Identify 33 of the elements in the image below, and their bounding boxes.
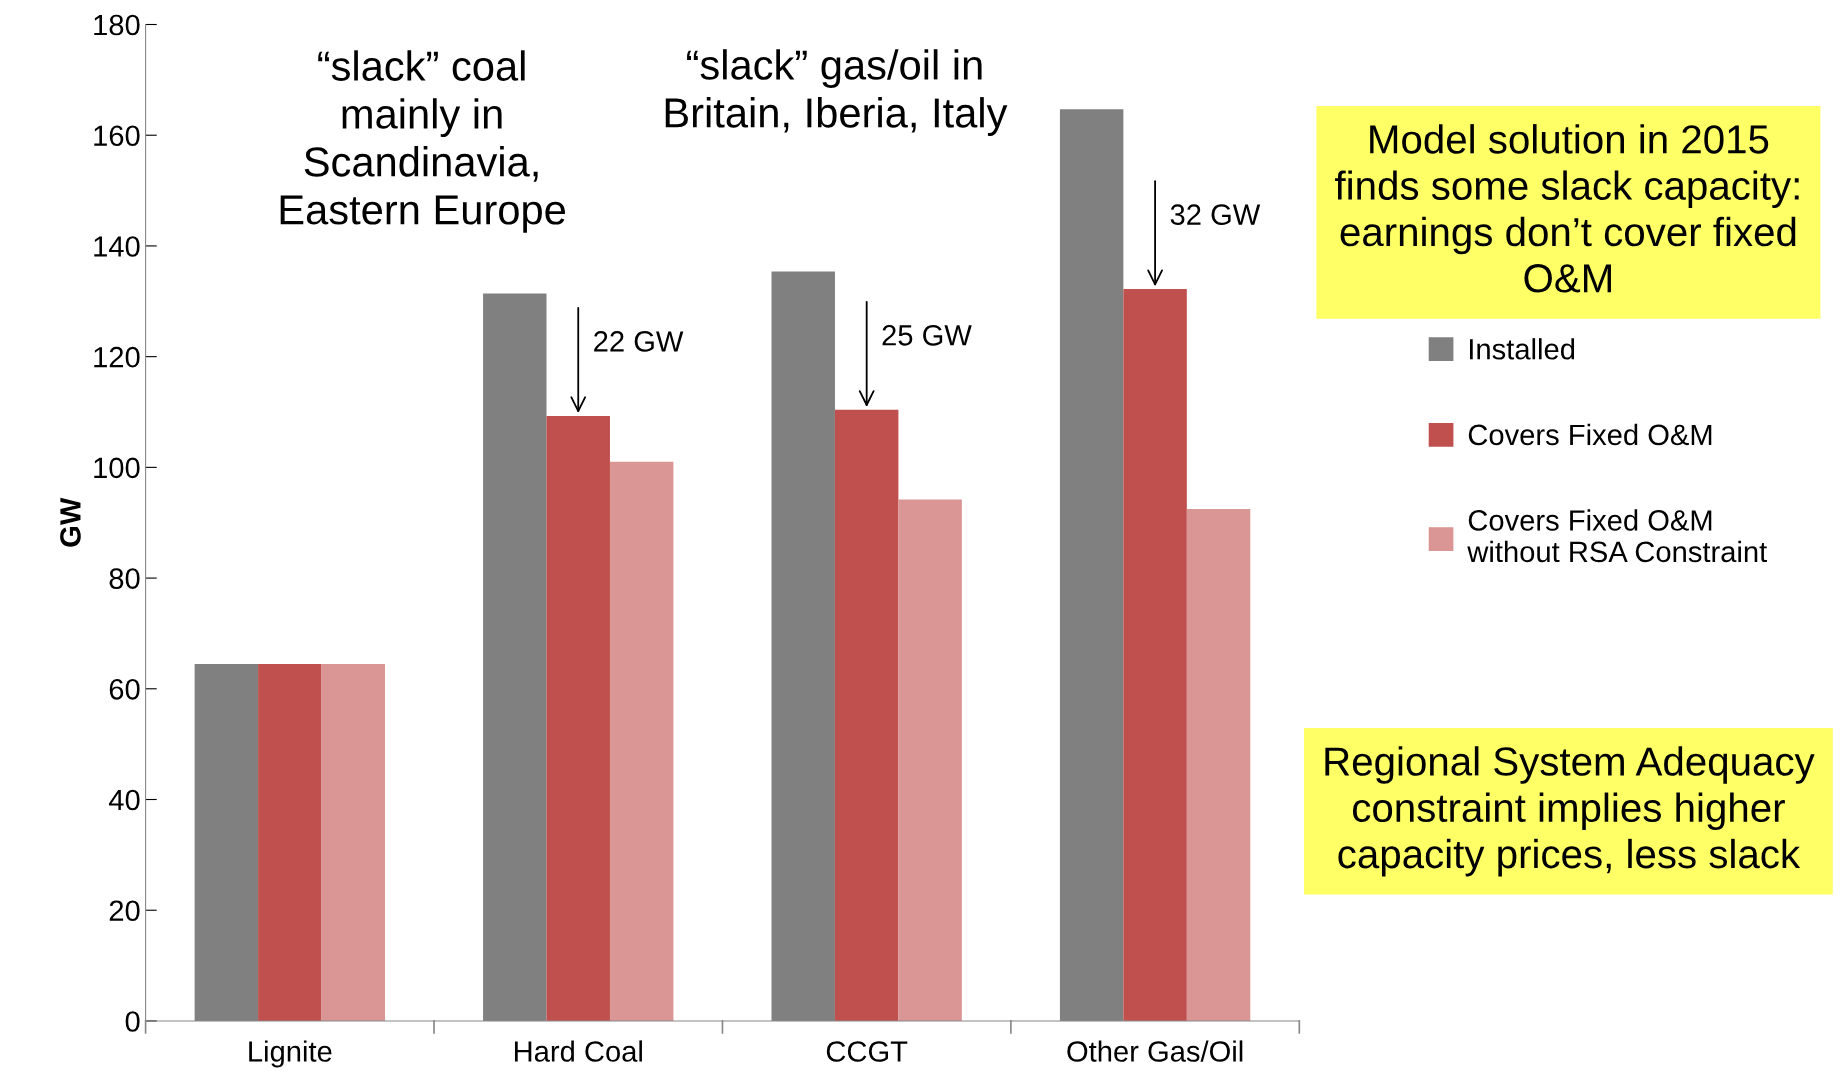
bar — [258, 663, 322, 1021]
legend-label: Covers Fixed O&M without RSA Constraint — [1467, 509, 1768, 563]
y-tick-label: 60 — [109, 678, 140, 700]
bar — [1186, 508, 1251, 1021]
y-tick-label: 120 — [94, 346, 140, 368]
legend-label: Installed — [1470, 338, 1575, 360]
y-axis-title: GW — [60, 497, 81, 547]
annotation: “slack” gas/oil in Britain, Iberia, Italy — [665, 49, 1008, 136]
x-tick-label: Hard Coal — [514, 1040, 642, 1062]
x-tick-label: Lignite — [249, 1040, 332, 1068]
y-tick-label: 0 — [125, 1011, 140, 1032]
y-tick-label: 80 — [109, 568, 140, 589]
bar — [898, 499, 962, 1021]
annotation: “slack” coal mainly in Scandinavia, Eastern Europe — [280, 50, 565, 233]
text: Model solution in 2015 finds some slack capacity: earnings don’t cover fixed O&M — [1335, 124, 1799, 293]
legend-label: Covers Fixed O&M — [1468, 423, 1712, 446]
bar — [834, 409, 899, 1021]
y-tick-label: 180 — [94, 14, 140, 36]
y-tick-label: 160 — [94, 125, 140, 147]
y-tick-label: 140 — [94, 236, 140, 257]
text: Regional System Adequacy constraint implies higher capacity prices, less slack — [1325, 746, 1815, 877]
y-tick-label: 40 — [108, 789, 140, 811]
y-tick-label: 20 — [109, 900, 140, 922]
annotation: 25 GW — [882, 325, 972, 346]
bar — [321, 663, 385, 1021]
annotation: 22 GW — [594, 331, 684, 352]
y-tick-label: 100 — [94, 457, 140, 479]
x-tick-label: Other Gas/Oil — [1067, 1040, 1243, 1062]
bar — [546, 415, 610, 1021]
bar — [1123, 289, 1187, 1021]
annotation: 32 GW — [1170, 204, 1261, 225]
bar — [609, 461, 674, 1021]
x-tick-label: CCGT — [826, 1041, 908, 1062]
